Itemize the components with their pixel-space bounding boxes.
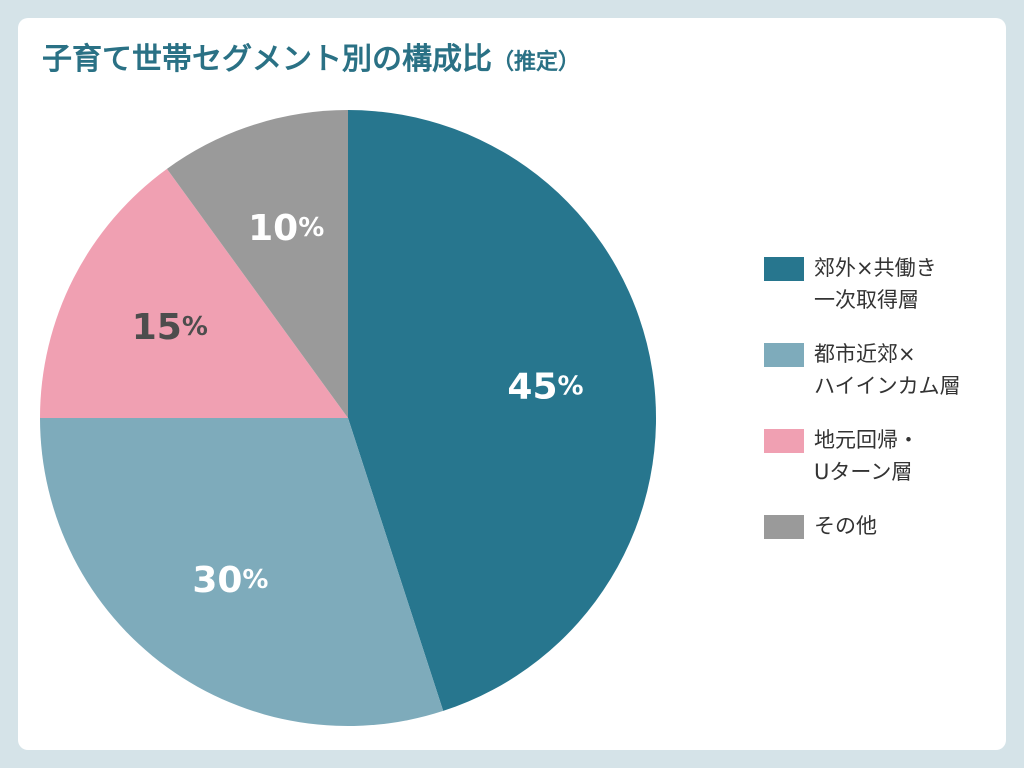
slice-value-number: 15 — [132, 307, 182, 348]
chart-title-main: 子育て世帯セグメント別の構成比 — [42, 42, 492, 77]
legend: 郊外×共働き 一次取得層 都市近郊× ハイインカム層 地元回帰・ Uターン層 そ… — [764, 252, 1004, 564]
pie-slice-2 — [40, 168, 348, 418]
slice-value-label: 45% — [507, 366, 583, 407]
pie-slice-3 — [166, 110, 348, 418]
legend-swatch — [764, 429, 804, 453]
chart-title-suffix: （推定） — [492, 50, 581, 75]
slice-value-number: 45 — [507, 366, 557, 407]
legend-item: 都市近郊× ハイインカム層 — [764, 338, 1004, 402]
legend-item: 地元回帰・ Uターン層 — [764, 424, 1004, 488]
slice-value-number: 30 — [192, 559, 242, 600]
pie-slice-1 — [39, 418, 444, 727]
legend-item: その他 — [764, 510, 1004, 542]
slice-value-label: 30% — [192, 559, 268, 600]
slice-value-label: 15% — [132, 307, 208, 348]
slice-value-unit: % — [182, 312, 208, 342]
chart-title: 子育て世帯セグメント別の構成比（推定） — [42, 40, 580, 83]
legend-swatch — [764, 515, 804, 539]
slice-value-label: 10% — [248, 207, 324, 248]
pie-slice-0 — [348, 110, 657, 711]
legend-label: 地元回帰・ Uターン層 — [814, 428, 919, 484]
legend-label: その他 — [814, 514, 877, 538]
legend-swatch — [764, 343, 804, 367]
slice-value-unit: % — [242, 565, 268, 595]
legend-label: 郊外×共働き 一次取得層 — [814, 256, 937, 312]
slice-value-unit: % — [298, 213, 324, 243]
legend-item: 郊外×共働き 一次取得層 — [764, 252, 1004, 316]
slice-value-unit: % — [558, 372, 584, 402]
legend-label: 都市近郊× ハイインカム層 — [814, 342, 961, 398]
legend-swatch — [764, 257, 804, 281]
slice-value-number: 10 — [248, 207, 298, 248]
